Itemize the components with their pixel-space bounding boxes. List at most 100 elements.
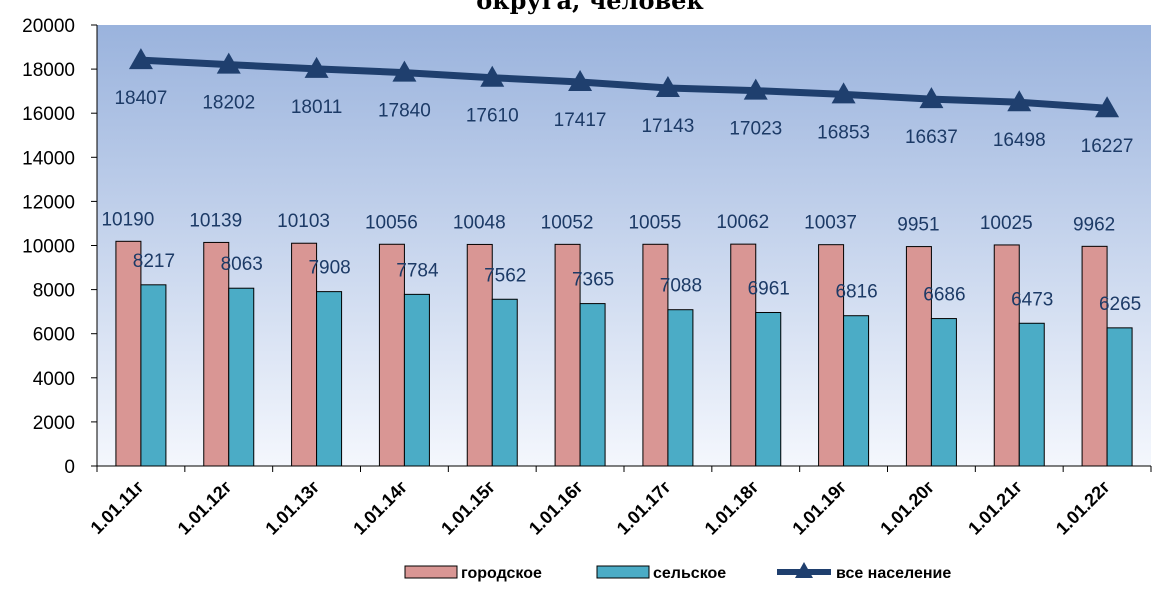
bar-urban (730, 243, 757, 467)
data-label-total: 16853 (817, 122, 870, 143)
y-tick-label: 16000 (22, 104, 75, 125)
data-label-rural: 6265 (1099, 294, 1141, 315)
bar-urban (905, 246, 932, 467)
line-total-population (140, 56, 1108, 112)
bar-urban (115, 240, 142, 467)
legend-swatch-urban (404, 565, 458, 579)
x-tick-label: 1.01.12г (174, 476, 236, 538)
bar-rural (930, 318, 957, 467)
bar-urban (993, 244, 1020, 467)
marker-total-population (1095, 96, 1120, 118)
bar-rural (228, 287, 255, 467)
data-label-urban: 10048 (453, 212, 506, 233)
legend-marker-total (795, 562, 813, 578)
data-label-total: 18202 (202, 93, 255, 114)
data-label-urban: 9951 (897, 215, 939, 236)
data-label-total: 17610 (466, 106, 519, 127)
data-label-rural: 7784 (396, 260, 439, 281)
data-label-total: 18407 (114, 88, 167, 109)
marker-total-population (743, 78, 768, 100)
bar-rural (316, 291, 343, 467)
chart-title: округа, человек (476, 0, 704, 15)
data-label-total: 16498 (993, 130, 1046, 151)
marker-total-population (480, 65, 505, 87)
marker-total-population (1007, 90, 1032, 112)
y-tick-label: 12000 (22, 192, 75, 213)
data-label-urban: 10025 (980, 213, 1033, 234)
data-label-urban: 10056 (365, 212, 418, 233)
x-tick-label: 1.01.22г (1052, 476, 1114, 538)
y-tick-label: 4000 (33, 369, 75, 390)
bar-urban (291, 242, 318, 467)
data-label-rural: 6961 (748, 279, 790, 300)
marker-total-population (216, 52, 241, 74)
x-tick-label: 1.01.14г (349, 476, 411, 538)
data-label-rural: 7088 (660, 276, 702, 297)
data-label-rural: 6816 (835, 282, 877, 303)
bar-rural (579, 303, 606, 467)
bar-rural (1018, 322, 1045, 467)
y-tick-label: 20000 (22, 16, 75, 37)
data-label-urban: 10062 (716, 212, 769, 233)
bar-rural (403, 293, 430, 467)
x-tick-label: 1.01.21г (964, 476, 1026, 538)
bar-rural (491, 298, 518, 467)
data-label-urban: 10055 (628, 212, 681, 233)
data-label-rural: 6686 (923, 285, 965, 306)
bar-rural (140, 284, 167, 467)
bar-rural (755, 312, 782, 467)
x-tick-label: 1.01.19г (788, 476, 850, 538)
marker-total-population (655, 75, 680, 97)
bar-urban (203, 241, 230, 467)
y-tick-label: 8000 (33, 281, 75, 302)
data-label-urban: 10139 (189, 210, 242, 231)
y-tick-label: 14000 (22, 148, 75, 169)
bar-urban (378, 243, 405, 467)
x-tick-label: 1.01.13г (261, 476, 323, 538)
legend-swatch-rural (596, 565, 650, 579)
data-label-urban: 9962 (1073, 214, 1115, 235)
legend-label-total: все население (836, 565, 951, 582)
y-tick-label: 18000 (22, 60, 75, 81)
y-tick-label: 10000 (22, 237, 75, 258)
bar-rural (843, 315, 870, 467)
data-label-total: 17417 (554, 110, 607, 131)
data-label-rural: 6473 (1011, 289, 1053, 310)
data-label-rural: 7908 (308, 258, 350, 279)
x-tick-label: 1.01.16г (525, 476, 587, 538)
x-tick-label: 1.01.15г (437, 476, 499, 538)
data-label-total: 17143 (641, 116, 694, 137)
data-label-total: 16637 (905, 127, 958, 148)
legend: городское сельское все население (404, 562, 951, 582)
y-tick-label: 6000 (33, 325, 75, 346)
marker-total-population (831, 82, 856, 104)
marker-total-population (392, 60, 417, 82)
marker-total-population (128, 48, 153, 70)
data-label-rural: 7562 (484, 265, 526, 286)
x-tick-label: 1.01.11г (87, 476, 149, 538)
bar-urban (1081, 245, 1108, 467)
plot-area (97, 25, 1151, 466)
data-label-rural: 8217 (133, 251, 175, 272)
marker-total-population (919, 87, 944, 109)
y-tick-label: 0 (64, 457, 75, 478)
y-tick-label: 2000 (33, 413, 75, 434)
data-label-urban: 10190 (101, 209, 154, 230)
data-label-total: 16227 (1081, 136, 1134, 157)
data-label-urban: 10052 (541, 212, 594, 233)
x-tick-label: 1.01.20г (876, 476, 938, 538)
data-label-urban: 10037 (804, 213, 857, 234)
data-label-rural: 7365 (572, 270, 614, 291)
bar-rural (1106, 327, 1133, 467)
legend-label-urban: городское (461, 565, 542, 582)
data-label-urban: 10103 (277, 211, 330, 232)
bar-rural (667, 309, 694, 467)
data-label-total: 18011 (291, 97, 342, 118)
marker-total-population (568, 69, 593, 91)
data-label-rural: 8063 (221, 254, 263, 275)
marker-total-population (304, 56, 329, 78)
data-label-total: 17840 (378, 101, 431, 122)
legend-label-rural: сельское (653, 565, 726, 582)
x-tick-label: 1.01.18г (701, 476, 763, 538)
